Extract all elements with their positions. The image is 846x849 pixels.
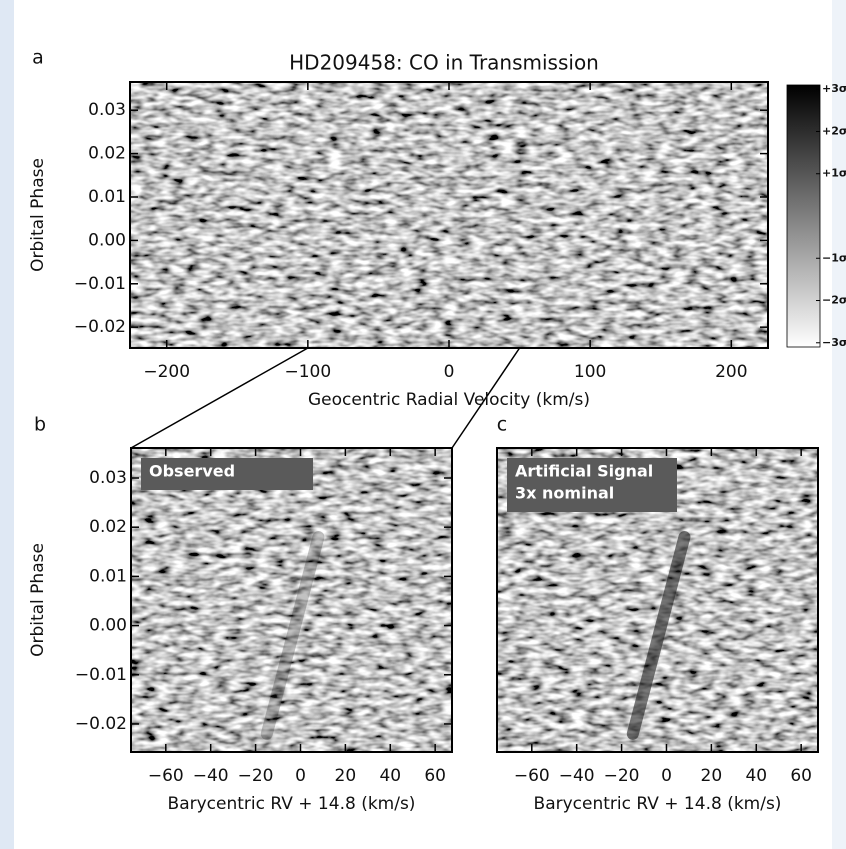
x-tick-label: 40 — [745, 766, 767, 786]
colorbar-label: −3σ — [822, 336, 846, 349]
colorbar-label: −2σ — [822, 294, 846, 307]
x-tick-label: 40 — [379, 766, 401, 786]
x-tick-label: 0 — [444, 362, 455, 382]
x-tick-label: −100 — [284, 362, 331, 382]
x-tick-label: −40 — [559, 766, 595, 786]
y-axis-label: Orbital Phase — [28, 158, 48, 272]
trail — [260, 531, 325, 740]
x-axis-label: Geocentric Radial Velocity (km/s) — [308, 390, 590, 410]
x-tick-label: 60 — [424, 766, 446, 786]
chart-title: HD209458: CO in Transmission — [289, 51, 599, 75]
panel-label: c — [497, 414, 507, 436]
annotation: 3x nominal — [515, 484, 614, 503]
y-tick-label: 0.02 — [89, 517, 127, 537]
colorbar-label: +2σ — [822, 124, 846, 137]
x-axis-label: Barycentric RV + 14.8 (km/s) — [534, 794, 782, 814]
x-tick-label: −60 — [514, 766, 550, 786]
y-tick-label: 0.01 — [89, 566, 127, 586]
heatmap-texture — [130, 82, 768, 348]
x-tick-label: 100 — [574, 362, 606, 382]
x-tick-label: 20 — [335, 766, 357, 786]
plot-frame — [496, 447, 819, 753]
zoom-line — [451, 347, 521, 449]
annotation-box — [507, 458, 677, 512]
annotation-box — [141, 458, 313, 490]
y-tick-label: 0.03 — [89, 468, 127, 488]
y-tick-label: 0.00 — [88, 230, 126, 250]
colorbar-label: −1σ — [822, 251, 846, 264]
side-strip — [0, 0, 14, 849]
x-tick-label: −20 — [604, 766, 640, 786]
x-tick-label: −20 — [238, 766, 274, 786]
x-tick-label: 200 — [715, 362, 747, 382]
colorbar-label: +3σ — [822, 82, 846, 95]
colorbar-label: +1σ — [822, 167, 846, 180]
y-axis-label: Orbital Phase — [28, 543, 48, 657]
panel-label: b — [34, 414, 46, 436]
side-strip — [832, 0, 846, 849]
y-tick-label: 0.03 — [88, 100, 126, 120]
y-tick-label: −0.01 — [74, 274, 126, 294]
x-axis-label: Barycentric RV + 14.8 (km/s) — [168, 794, 416, 814]
plot-frame — [130, 447, 453, 753]
y-tick-label: −0.02 — [75, 714, 127, 734]
x-tick-label: 0 — [295, 766, 306, 786]
y-tick-label: −0.01 — [75, 665, 127, 685]
y-tick-label: 0.02 — [88, 144, 126, 164]
zoom-lines — [130, 347, 521, 449]
x-tick-label: −200 — [143, 362, 190, 382]
y-tick-label: 0.00 — [89, 616, 127, 636]
panel-label: a — [32, 47, 44, 69]
y-tick-label: −0.02 — [74, 317, 126, 337]
x-tick-label: −60 — [148, 766, 184, 786]
annotation: Artificial Signal — [515, 462, 653, 481]
annotation: Observed — [149, 462, 235, 481]
x-tick-label: 0 — [661, 766, 672, 786]
x-tick-label: 20 — [701, 766, 723, 786]
trail — [626, 531, 691, 740]
x-tick-label: 60 — [790, 766, 812, 786]
heatmap-texture — [131, 448, 452, 752]
x-tick-label: −40 — [193, 766, 229, 786]
colorbar — [786, 84, 821, 348]
y-tick-label: 0.01 — [88, 187, 126, 207]
zoom-line — [130, 347, 309, 449]
